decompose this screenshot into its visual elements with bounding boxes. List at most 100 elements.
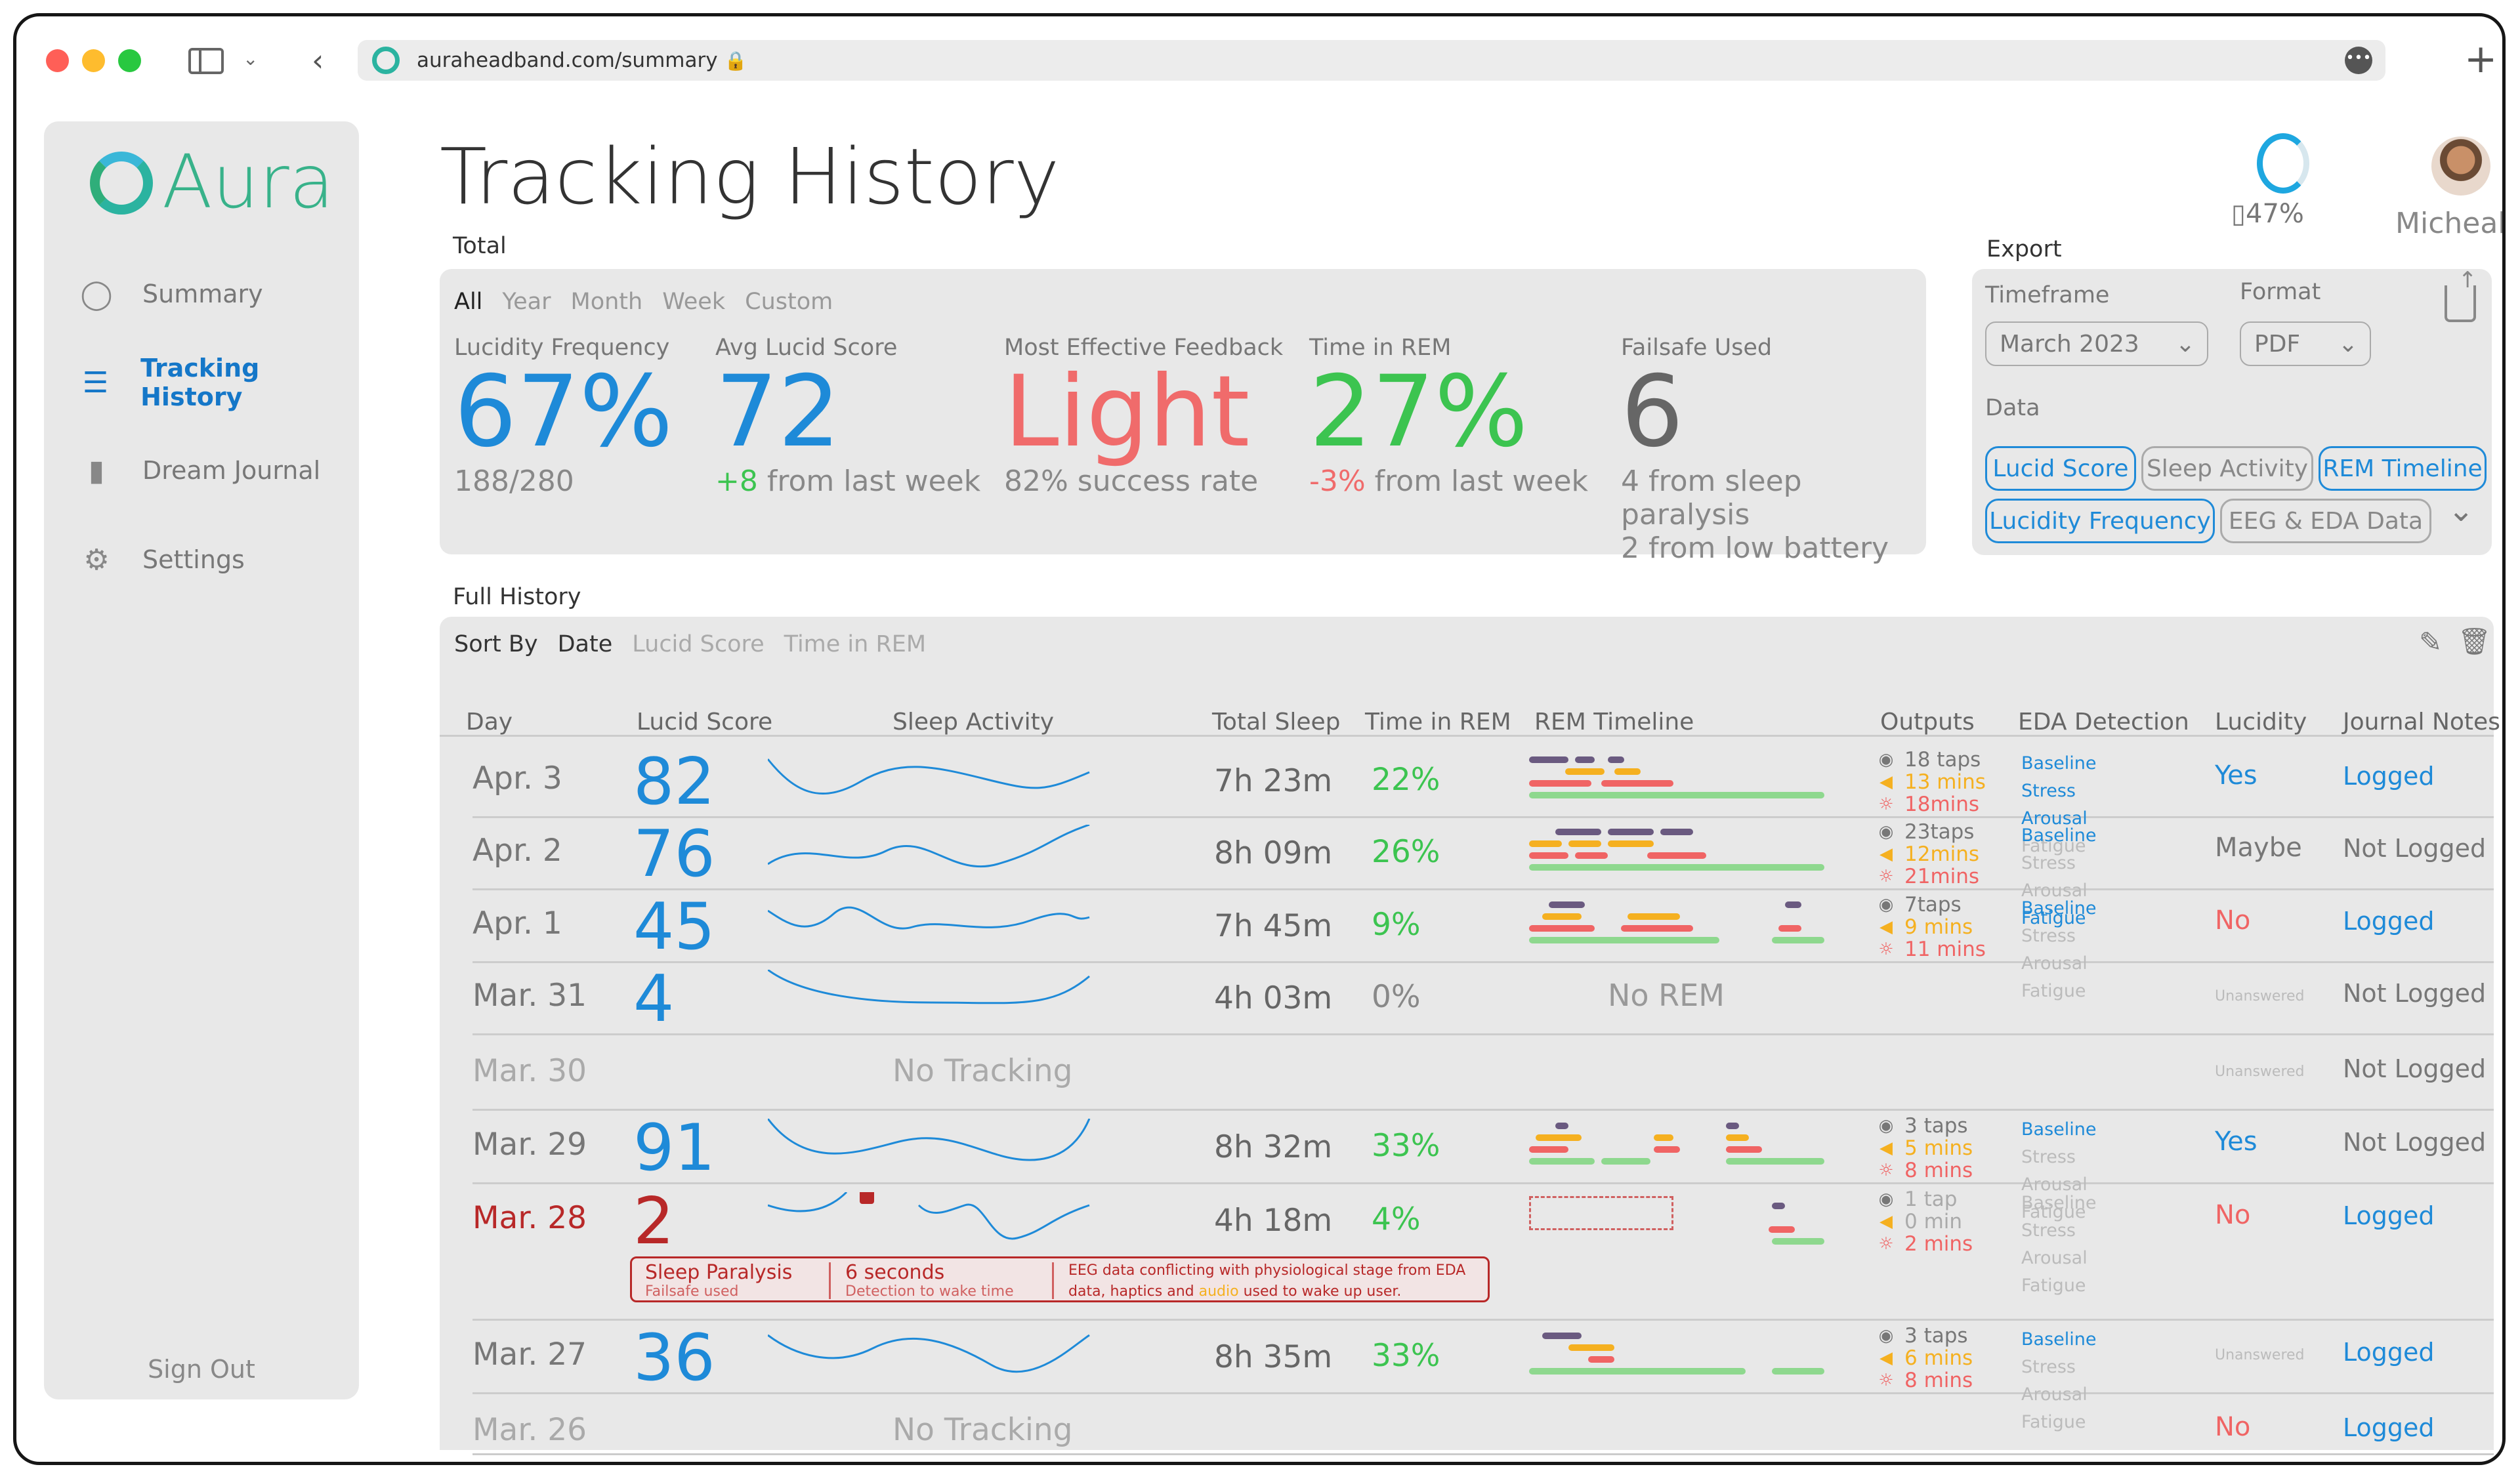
pill-sleep-activity[interactable]: Sleep Activity	[2141, 446, 2313, 491]
event-marker-icon	[860, 1192, 874, 1204]
row-journal-notes[interactable]: Not Logged	[2343, 1128, 2487, 1157]
row-journal-notes[interactable]: Logged	[2343, 907, 2435, 936]
tab-custom[interactable]: Custom	[745, 289, 833, 315]
book-icon: ▮	[88, 453, 105, 487]
pill-lucidity-frequency[interactable]: Lucidity Frequency	[1985, 499, 2215, 543]
row-journal-notes[interactable]: Not Logged	[2343, 1054, 2487, 1083]
outputs-cell: ◉ 18 taps ◀ 13 mins ☼ 18mins	[1877, 749, 1986, 816]
row-lucidity: No	[2215, 905, 2251, 936]
rem-timeline	[1529, 1203, 1831, 1249]
light-icon: ☼	[1878, 1161, 1894, 1180]
rem-bar	[1726, 1158, 1824, 1165]
row-journal-notes[interactable]: Logged	[2343, 1338, 2435, 1367]
outputs-cell: ◉ 3 taps ◀ 5 mins ☼ 8 mins	[1877, 1115, 1973, 1182]
minimize-window-button[interactable]	[82, 49, 105, 72]
total-label: Total	[453, 233, 507, 259]
share-icon[interactable]: ↑	[2445, 267, 2477, 322]
row-total-sleep: 8h 32m	[1214, 1129, 1333, 1165]
sign-out-link[interactable]: Sign Out	[148, 1355, 255, 1384]
rem-bar	[1568, 1344, 1614, 1351]
export-label: Export	[1986, 236, 2062, 262]
row-lucidity: Yes	[2215, 1127, 2258, 1157]
table-row[interactable]: Apr. 1 45 7h 45m 9% ◉ 7taps ◀ 9 mins ☼ 11 mins…	[472, 890, 2494, 1001]
table-row[interactable]: Mar. 26 No Tracking No Logged	[472, 1396, 2494, 1455]
row-journal-notes[interactable]: Not Logged	[2343, 979, 2487, 1008]
col-rem-timeline: REM Timeline	[1534, 709, 1694, 735]
col-outputs: Outputs	[1880, 709, 1975, 735]
tab-year[interactable]: Year	[502, 289, 551, 315]
col-lucidity: Lucidity	[2215, 709, 2307, 735]
table-row[interactable]: Mar. 28 2 4h 18m 4% ◉ 1 tap ◀ 0 min ☼ 2 mins B…	[472, 1184, 2494, 1321]
avatar[interactable]	[2431, 136, 2490, 196]
divider	[1052, 1262, 1054, 1299]
address-bar[interactable]: auraheadband.com/summary 🔒 •••	[358, 40, 2385, 81]
col-sleep-activity: Sleep Activity	[892, 709, 1055, 735]
pill-eeg-eda-data[interactable]: EEG & EDA Data	[2220, 499, 2431, 543]
row-day: Mar. 29	[472, 1127, 587, 1163]
sort-time-in-rem[interactable]: Time in REM	[784, 631, 927, 657]
light-icon: ☼	[1878, 795, 1894, 814]
edit-icon[interactable]: ✎	[2419, 626, 2443, 658]
sort-date[interactable]: Date	[557, 631, 613, 657]
back-icon[interactable]: ‹	[312, 43, 324, 78]
rem-bar	[1529, 756, 1568, 763]
chevron-down-icon[interactable]: ⌄	[2448, 492, 2475, 529]
rem-bar	[1726, 1123, 1739, 1129]
table-row[interactable]: Mar. 30 No Tracking Unanswered Not Logged	[472, 1037, 2494, 1111]
list-icon: ☰	[82, 365, 109, 400]
table-row[interactable]: Mar. 31 4 4h 03m 0% No REM Unanswered Not Logg…	[472, 962, 2494, 1035]
row-journal-notes[interactable]: Not Logged	[2343, 834, 2487, 863]
row-time-in-rem: 26%	[1372, 834, 1440, 870]
chevron-down-icon[interactable]: ⌄	[243, 48, 259, 70]
table-row[interactable]: Apr. 2 76 8h 09m 26% ◉ 23taps ◀ 12mins ☼ 21min…	[472, 817, 2494, 928]
row-time-in-rem: 0%	[1372, 979, 1421, 1015]
sleep-activity-sparkline	[768, 906, 1090, 930]
sleep-activity-sparkline	[768, 758, 1090, 795]
timeframe-select[interactable]: March 2023 ⌄	[1985, 321, 2208, 366]
new-tab-icon[interactable]: +	[2464, 36, 2498, 82]
pill-lucid-score[interactable]: Lucid Score	[1985, 446, 2136, 491]
rem-bar	[1608, 829, 1654, 835]
browser-toolbar: ⌄ ‹ auraheadband.com/summary 🔒 ••• +	[16, 16, 2502, 105]
row-journal-notes[interactable]: Logged	[2343, 1201, 2435, 1230]
table-row[interactable]: Mar. 27 36 8h 35m 33% ◉ 3 taps ◀ 6 mins ☼ 8 mi…	[472, 1321, 2494, 1432]
row-journal-notes[interactable]: Logged	[2343, 762, 2435, 791]
sidebar-item-dream-journal[interactable]: ▮ Dream Journal	[77, 451, 320, 490]
more-icon[interactable]: •••	[2345, 47, 2372, 74]
row-lucidity: Unanswered	[2215, 1064, 2305, 1080]
close-window-button[interactable]	[46, 49, 69, 72]
outputs-cell: ◉ 7taps ◀ 9 mins ☼ 11 mins	[1877, 894, 1986, 961]
row-time-in-rem: 33%	[1372, 1128, 1440, 1164]
row-day: Mar. 26	[472, 1412, 587, 1448]
rem-bar	[1778, 925, 1801, 932]
tab-all[interactable]: All	[454, 289, 483, 315]
rem-bar	[1588, 1356, 1614, 1363]
sidebar-item-tracking-history[interactable]: ☰ Tracking History	[77, 354, 359, 411]
trash-icon[interactable]: 🗑	[2458, 627, 2491, 657]
sidebar-toggle-icon[interactable]	[188, 48, 224, 74]
tab-week[interactable]: Week	[662, 289, 726, 315]
maximize-window-button[interactable]	[118, 49, 141, 72]
sleep-activity-sparkline	[768, 1334, 1090, 1373]
pill-rem-timeline[interactable]: REM Timeline	[2319, 446, 2487, 491]
sidebar-item-summary[interactable]: ◯ Summary	[77, 274, 262, 314]
col-eda-detection: EDA Detection	[2018, 709, 2189, 735]
row-lucidity: No	[2215, 1412, 2251, 1442]
table-row[interactable]: Apr. 3 82 7h 23m 22% ◉ 18 taps ◀ 13 mins ☼ 18m…	[472, 745, 2494, 856]
sidebar-item-label: Settings	[142, 545, 245, 574]
row-total-sleep: 8h 09m	[1214, 835, 1333, 871]
table-row[interactable]: Mar. 29 91 8h 32m 33% ◉ 3 taps ◀ 5 mins ☼ 8 mi…	[472, 1111, 2494, 1222]
rem-bar	[1529, 1368, 1746, 1375]
rem-bar	[1647, 852, 1706, 859]
sort-lucid-score[interactable]: Lucid Score	[632, 631, 765, 657]
headband-status-icon	[2257, 133, 2309, 194]
format-select[interactable]: PDF ⌄	[2240, 321, 2371, 366]
rem-timeline	[1529, 1123, 1831, 1169]
sidebar-item-settings[interactable]: ⚙ Settings	[77, 540, 245, 579]
sleep-paralysis-alert: Sleep Paralysis Failsafe used 6 seconds …	[630, 1256, 1490, 1302]
page-title: Tracking History	[440, 131, 1060, 222]
rem-timeline	[1529, 756, 1831, 802]
eda-detection-cell: BaselineStress ArousalFatigue	[2021, 1119, 2097, 1222]
row-journal-notes[interactable]: Logged	[2343, 1413, 2435, 1442]
tab-month[interactable]: Month	[570, 289, 643, 315]
